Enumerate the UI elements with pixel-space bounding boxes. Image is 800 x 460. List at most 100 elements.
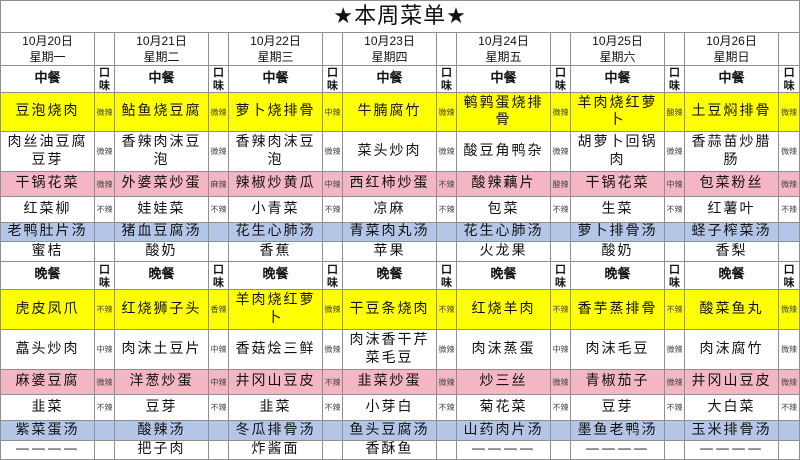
taste-cell: 不辣 [436, 171, 457, 197]
dish-cell: 土豆焖排骨 [684, 92, 779, 132]
dinner-label: 晚餐 [456, 261, 551, 290]
taste-cell [436, 241, 457, 262]
taste-cell: 微辣 [664, 369, 685, 395]
dish-cell: 鹌鹑蛋烧排骨 [456, 92, 551, 132]
taste-cell [436, 222, 457, 242]
dish-cell: 冬瓜排骨汤 [228, 420, 323, 441]
lunch-label: 中餐 [228, 65, 323, 93]
dish-cell: 青菜肉丸汤 [342, 222, 437, 242]
dinner-label: 晚餐 [570, 261, 665, 290]
taste-cell: 中辣 [322, 92, 343, 132]
dish-cell: 蛏子榨菜汤 [684, 222, 779, 242]
taste-cell: 不辣 [664, 394, 685, 421]
dish-cell: 香辣肉沫豆泡 [114, 131, 209, 172]
taste-cell: 不辣 [94, 289, 115, 330]
lunch-label: 中餐 [684, 65, 779, 93]
taste-header: 口味 [550, 65, 571, 93]
dish-cell: 包菜 [456, 196, 551, 223]
lunch-dish-row: 蜜桔 酸奶 香蕉 苹果 火龙果 酸奶 香梨 [0, 241, 800, 262]
dish-cell: 豆芽 [570, 394, 665, 421]
taste-cell: 微辣 [777, 289, 800, 330]
taste-cell: 微辣 [777, 171, 800, 197]
dish-cell: 把子肉 [114, 440, 209, 460]
dish-cell: 炸酱面 [228, 440, 323, 460]
date-label: 10月20日 [22, 34, 73, 48]
date-label: 10月25日 [592, 34, 643, 48]
taste-cell [550, 440, 571, 460]
dish-cell: 山药肉片汤 [456, 420, 551, 441]
weekday-label: 星期三 [257, 50, 294, 64]
dish-cell: 小芽白 [342, 394, 437, 421]
taste-header: 口味 [94, 261, 115, 290]
taste-cell [777, 241, 800, 262]
taste-cell: 不辣 [436, 196, 457, 223]
taste-cell: 微辣 [777, 329, 800, 370]
taste-cell: 香辣 [208, 289, 229, 330]
dish-cell: 萝卜排骨汤 [570, 222, 665, 242]
taste-cell: 微辣 [777, 131, 800, 172]
dish-cell: 花生心肺汤 [456, 222, 551, 242]
dish-cell: 鱼头豆腐汤 [342, 420, 437, 441]
lunch-label: 中餐 [456, 65, 551, 93]
taste-cell: 中辣 [322, 171, 343, 197]
taste-cell [208, 222, 229, 242]
taste-cell [94, 420, 115, 441]
taste-cell: 麻辣 [208, 171, 229, 197]
lunch-dish-row: 肉丝油豆腐豆芽 微辣 香辣肉沫豆泡 微辣 香辣肉沫豆泡 微辣 菜头炒肉 微辣 酸豆角鸭杂 微辣 胡萝… [0, 131, 800, 172]
taste-cell: 不辣 [550, 196, 571, 223]
dish-cell: 酸辣汤 [114, 420, 209, 441]
dinner-dish-row: 紫菜蛋汤 酸辣汤 冬瓜排骨汤 鱼头豆腐汤 山药肉片汤 墨鱼老鸭汤 玉米排骨汤 [0, 420, 800, 441]
taste-header: 口味 [436, 261, 457, 290]
dish-cell: 井冈山豆皮 [684, 369, 779, 395]
lunch-label: 中餐 [0, 65, 95, 93]
dish-cell: 羊肉烧红萝卜 [228, 289, 323, 330]
dinner-dish-row: 藠头炒肉 中辣 肉沫土豆片 中辣 香菇烩三鲜 微辣 肉沫香干芹菜毛豆 微辣 肉沫蒸蛋 中辣 肉沫毛豆… [0, 329, 800, 370]
dish-cell: 藠头炒肉 [0, 329, 95, 370]
dish-cell: 豆芽 [114, 394, 209, 421]
taste-cell: 不辣 [322, 369, 343, 395]
dish-cell: 肉沫毛豆 [570, 329, 665, 370]
taste-cell: 微辣 [436, 369, 457, 395]
dish-cell: 红烧狮子头 [114, 289, 209, 330]
taste-cell [94, 241, 115, 262]
taste-cell [322, 241, 343, 262]
taste-cell: 不辣 [322, 196, 343, 223]
taste-cell: 微辣 [550, 92, 571, 132]
dish-cell: 羊肉烧红萝卜 [570, 92, 665, 132]
dish-cell: 大白菜 [684, 394, 779, 421]
taste-cell: 微辣 [94, 171, 115, 197]
taste-cell [550, 420, 571, 441]
dinner-label: 晚餐 [684, 261, 779, 290]
dish-cell: 胡萝卜回锅肉 [570, 131, 665, 172]
taste-cell: 微辣 [322, 329, 343, 370]
dish-cell: 红薯叶 [684, 196, 779, 223]
taste-cell: 中辣 [664, 171, 685, 197]
taste-cell: 微辣 [550, 131, 571, 172]
dish-cell: 肉沫腐竹 [684, 329, 779, 370]
date-header-row: 10月20日 星期一 10月21日 星期二 10月22日 星期三 10月23日 星期四 10月2… [0, 32, 800, 66]
dish-cell: 小青菜 [228, 196, 323, 223]
taste-cell: 微辣 [777, 92, 800, 132]
taste-header: 口味 [208, 261, 229, 290]
taste-cell: 酸辣 [550, 171, 571, 197]
dish-cell: 韭菜 [228, 394, 323, 421]
dish-cell: 蜜桔 [0, 241, 95, 262]
day-header: 10月22日 星期三 [228, 32, 323, 66]
taste-spacer [777, 32, 800, 66]
taste-cell: 不辣 [322, 394, 343, 421]
dinner-label: 晚餐 [228, 261, 323, 290]
dish-cell: 西红柿炒蛋 [342, 171, 437, 197]
taste-cell: 不辣 [550, 394, 571, 421]
lunch-dish-row: 老鸭肚片汤 猪血豆腐汤 花生心肺汤 青菜肉丸汤 花生心肺汤 萝卜排骨汤 蛏子榨菜汤 [0, 222, 800, 242]
date-label: 10月21日 [136, 34, 187, 48]
taste-cell: 微辣 [436, 329, 457, 370]
lunch-header-row: 中餐 口味 中餐 口味 中餐 口味 中餐 口味 中餐 口味 中餐 口味 中餐 口味 [0, 65, 800, 93]
dish-cell: 萝卜烧排骨 [228, 92, 323, 132]
taste-spacer [94, 32, 115, 66]
dish-cell: 生菜 [570, 196, 665, 223]
taste-header: 口味 [208, 65, 229, 93]
date-label: 10月26日 [706, 34, 757, 48]
dinner-header-row: 晚餐 口味 晚餐 口味 晚餐 口味 晚餐 口味 晚餐 口味 晚餐 口味 晚餐 口味 [0, 261, 800, 290]
dish-cell: 老鸭肚片汤 [0, 222, 95, 242]
